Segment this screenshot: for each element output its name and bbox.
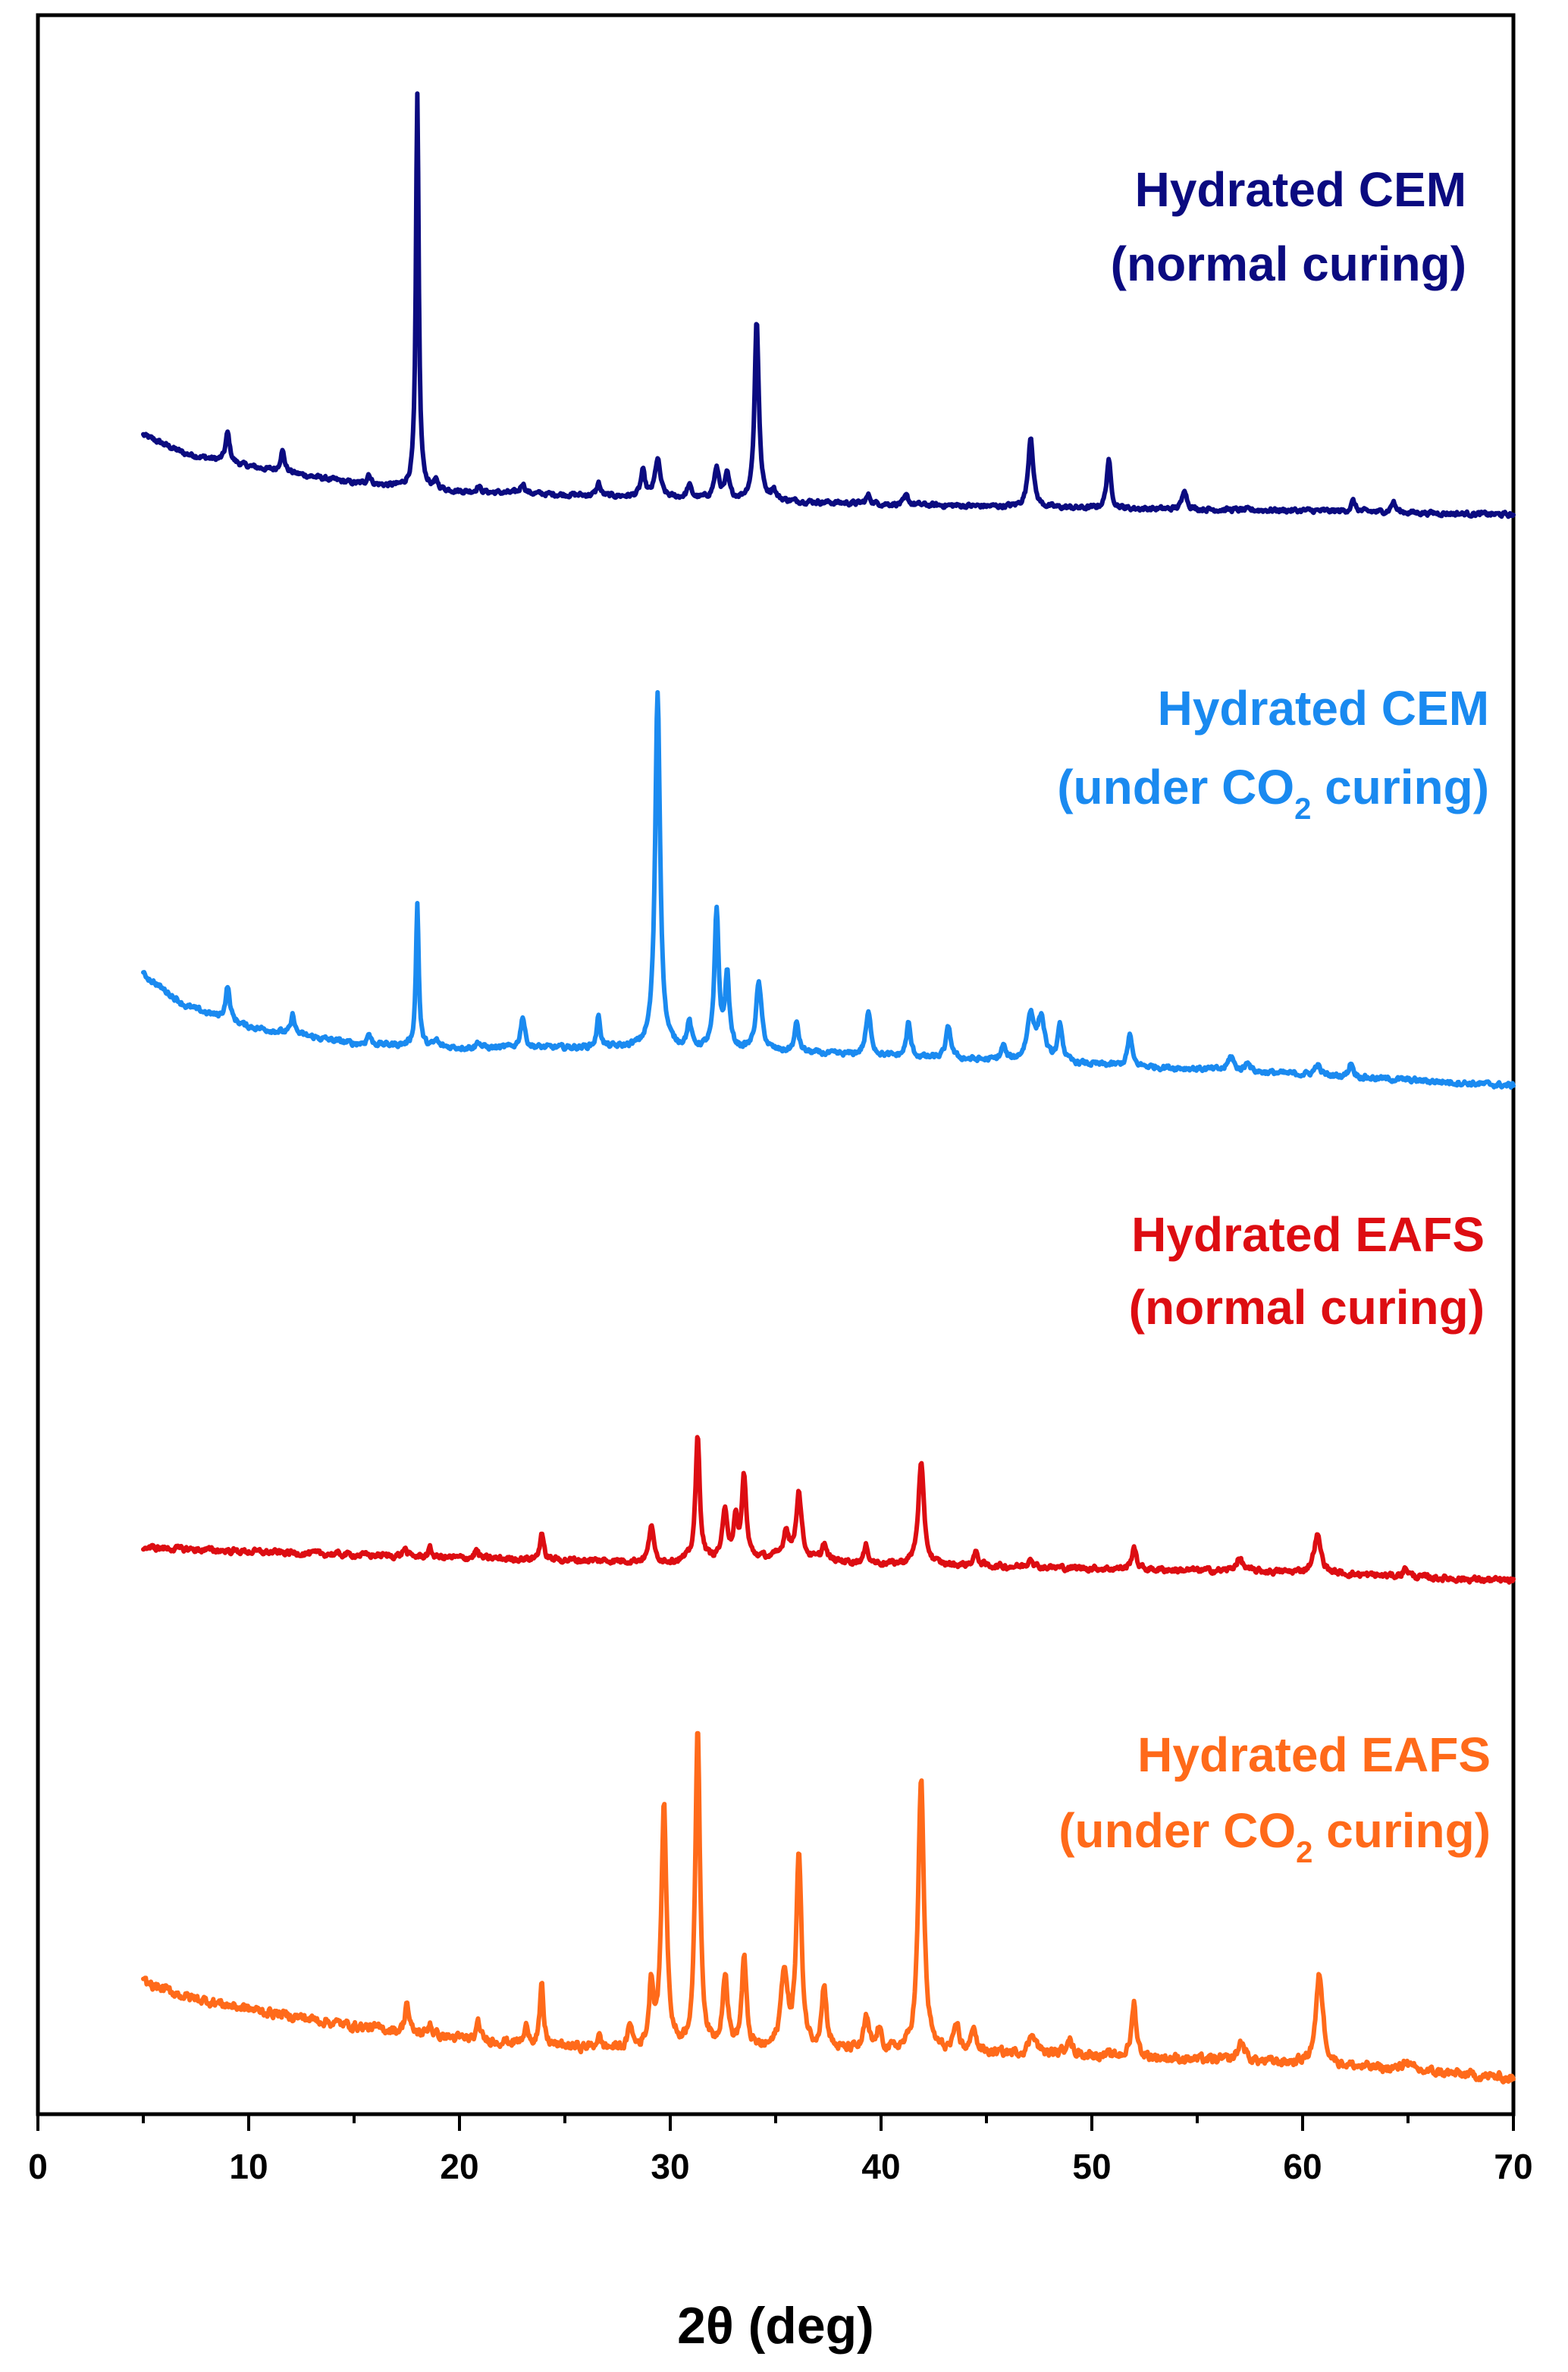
series-label-line1: Hydrated EAFS	[1131, 1207, 1485, 1262]
series-label-line2: (under CO2 curing)	[1057, 760, 1489, 826]
series-line	[141, 91, 1516, 519]
x-tick-label: 20	[440, 2147, 478, 2186]
series-label-line1: Hydrated CEM	[1158, 681, 1489, 736]
x-tick-label: 30	[651, 2147, 689, 2186]
x-tick-label: 50	[1072, 2147, 1111, 2186]
series-line	[141, 690, 1516, 1090]
x-tick-label: 60	[1283, 2147, 1322, 2186]
diffraction-traces	[141, 91, 1516, 2085]
series-label-line1: Hydrated EAFS	[1137, 1727, 1491, 1782]
x-tick-label: 40	[861, 2147, 900, 2186]
series-label-line2: (under CO2 curing)	[1058, 1803, 1491, 1869]
series-label-line2: (normal curing)	[1111, 237, 1466, 291]
series-label-line1: Hydrated CEM	[1135, 162, 1466, 217]
x-tick-label: 70	[1494, 2147, 1532, 2186]
series-line	[141, 1730, 1516, 2085]
x-axis: 0 10 20 30 40 50 60 70	[28, 2114, 1533, 2186]
series-label-line2: (normal curing)	[1129, 1280, 1485, 1335]
plot-frame	[36, 13, 1516, 2116]
x-axis-label: 2θ (deg)	[677, 2297, 874, 2355]
x-tick-label: 0	[28, 2147, 48, 2186]
series-labels: Hydrated CEM (normal curing) Hydrated CEM (…	[1057, 162, 1491, 1869]
series-line	[141, 1435, 1516, 1585]
x-tick-label: 10	[229, 2147, 268, 2186]
